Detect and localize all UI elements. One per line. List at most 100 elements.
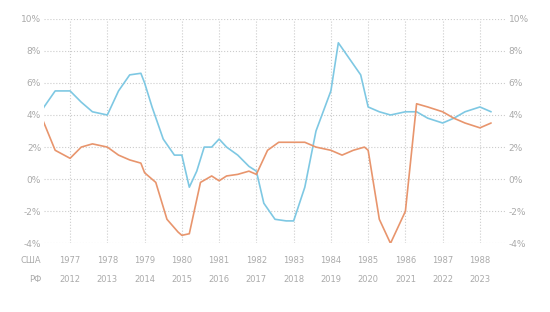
Темпы роста ВВП России г/г, % (276, 140, 282, 144)
Темпы роста ВВП России г/г, % (208, 174, 215, 178)
Темпы роста ВВП США г/г, % (148, 105, 155, 109)
Темпы роста ВВП США г/г, % (141, 81, 148, 85)
Темпы роста ВВП США г/г, % (104, 113, 111, 117)
Темпы роста ВВП США г/г, % (186, 185, 192, 189)
Text: 1987: 1987 (432, 256, 453, 265)
Темпы роста ВВП России г/г, % (413, 102, 420, 106)
Темпы роста ВВП России г/г, % (89, 142, 96, 146)
Темпы роста ВВП США г/г, % (283, 219, 289, 223)
Темпы роста ВВП России г/г, % (361, 145, 368, 149)
Text: 2014: 2014 (134, 275, 155, 284)
Темпы роста ВВП США г/г, % (67, 89, 73, 93)
Темпы роста ВВП США г/г, % (450, 116, 457, 120)
Темпы роста ВВП России г/г, % (67, 156, 73, 160)
Темпы роста ВВП России г/г, % (313, 145, 320, 149)
Темпы роста ВВП России г/г, % (115, 153, 122, 157)
Text: 1986: 1986 (395, 256, 416, 265)
Темпы роста ВВП России г/г, % (197, 181, 204, 184)
Line: Темпы роста ВВП России г/г, %: Темпы роста ВВП России г/г, % (33, 96, 491, 243)
Text: 1985: 1985 (358, 256, 379, 265)
Line: Темпы роста ВВП США г/г, %: Темпы роста ВВП США г/г, % (33, 43, 491, 221)
Темпы роста ВВП США г/г, % (171, 153, 178, 157)
Темпы роста ВВП России г/г, % (365, 149, 371, 152)
Темпы роста ВВП США г/г, % (402, 110, 409, 114)
Темпы роста ВВП России г/г, % (141, 171, 148, 175)
Темпы роста ВВП России г/г, % (350, 149, 356, 152)
Темпы роста ВВП России г/г, % (52, 149, 58, 152)
Темпы роста ВВП России г/г, % (387, 241, 394, 245)
Text: 1988: 1988 (469, 256, 491, 265)
Темпы роста ВВП США г/г, % (138, 71, 144, 75)
Темпы роста ВВП США г/г, % (358, 73, 364, 77)
Темпы роста ВВП США г/г, % (89, 110, 96, 114)
Text: 1982: 1982 (246, 256, 267, 265)
Темпы роста ВВП США г/г, % (425, 116, 431, 120)
Text: РФ: РФ (29, 275, 41, 284)
Темпы роста ВВП России г/г, % (175, 230, 182, 234)
Темпы роста ВВП США г/г, % (261, 201, 267, 205)
Text: 2023: 2023 (469, 275, 491, 284)
Темпы роста ВВП США г/г, % (126, 73, 133, 77)
Темпы роста ВВП России г/г, % (339, 153, 345, 157)
Темпы роста ВВП США г/г, % (413, 110, 420, 114)
Темпы роста ВВП США г/г, % (179, 153, 185, 157)
Темпы роста ВВП России г/г, % (104, 145, 111, 149)
Text: 2021: 2021 (395, 275, 416, 284)
Темпы роста ВВП России г/г, % (439, 110, 446, 114)
Темпы роста ВВП России г/г, % (402, 209, 409, 213)
Text: США: США (21, 256, 41, 265)
Text: 1984: 1984 (320, 256, 342, 265)
Темпы роста ВВП США г/г, % (208, 145, 215, 149)
Темпы роста ВВП России г/г, % (78, 145, 85, 149)
Темпы роста ВВП США г/г, % (272, 217, 278, 221)
Темпы роста ВВП России г/г, % (477, 126, 483, 130)
Темпы роста ВВП России г/г, % (376, 217, 383, 221)
Темпы роста ВВП США г/г, % (234, 153, 241, 157)
Темпы роста ВВП России г/г, % (301, 140, 308, 144)
Text: 1977: 1977 (59, 256, 81, 265)
Text: 2019: 2019 (321, 275, 342, 284)
Text: 1980: 1980 (171, 256, 192, 265)
Темпы роста ВВП США г/г, % (253, 169, 260, 173)
Темпы роста ВВП России г/г, % (179, 233, 185, 237)
Темпы роста ВВП России г/г, % (164, 217, 170, 221)
Темпы роста ВВП США г/г, % (335, 41, 342, 45)
Темпы роста ВВП США г/г, % (313, 129, 320, 133)
Темпы роста ВВП США г/г, % (346, 57, 353, 61)
Темпы роста ВВП США г/г, % (41, 105, 47, 109)
Темпы роста ВВП США г/г, % (328, 89, 334, 93)
Темпы роста ВВП России г/г, % (138, 161, 144, 165)
Темпы роста ВВП России г/г, % (253, 173, 260, 176)
Темпы роста ВВП США г/г, % (387, 113, 394, 117)
Темпы роста ВВП России г/г, % (41, 121, 47, 125)
Text: 2012: 2012 (59, 275, 81, 284)
Text: 2020: 2020 (358, 275, 378, 284)
Темпы роста ВВП США г/г, % (477, 105, 483, 109)
Темпы роста ВВП России г/г, % (328, 149, 334, 152)
Темпы роста ВВП России г/г, % (488, 121, 494, 125)
Text: 2015: 2015 (172, 275, 192, 284)
Темпы роста ВВП США г/г, % (439, 121, 446, 125)
Темпы роста ВВП России г/г, % (264, 149, 271, 152)
Темпы роста ВВП России г/г, % (152, 181, 159, 184)
Темпы роста ВВП России г/г, % (425, 105, 431, 109)
Темпы роста ВВП России г/г, % (216, 179, 222, 183)
Темпы роста ВВП США г/г, % (115, 89, 122, 93)
Темпы роста ВВП России г/г, % (126, 158, 133, 162)
Text: 2018: 2018 (283, 275, 304, 284)
Темпы роста ВВП России г/г, % (186, 232, 192, 236)
Темпы роста ВВП России г/г, % (234, 173, 241, 176)
Темпы роста ВВП США г/г, % (290, 219, 297, 223)
Темпы роста ВВП России г/г, % (223, 174, 230, 178)
Темпы роста ВВП России г/г, % (450, 116, 457, 120)
Темпы роста ВВП США г/г, % (160, 137, 167, 141)
Text: 2013: 2013 (97, 275, 118, 284)
Темпы роста ВВП США г/г, % (30, 124, 36, 128)
Темпы роста ВВП США г/г, % (194, 169, 200, 173)
Темпы роста ВВП США г/г, % (301, 185, 308, 189)
Темпы роста ВВП США г/г, % (246, 164, 252, 168)
Темпы роста ВВП России г/г, % (246, 169, 252, 173)
Text: 2022: 2022 (432, 275, 453, 284)
Темпы роста ВВП США г/г, % (78, 100, 85, 104)
Text: 1978: 1978 (97, 256, 118, 265)
